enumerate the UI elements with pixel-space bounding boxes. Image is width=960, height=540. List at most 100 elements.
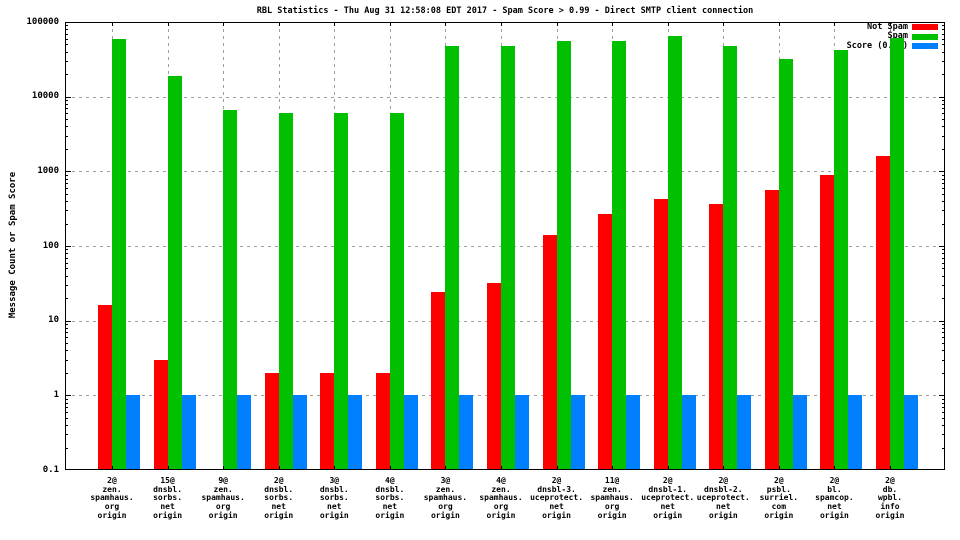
y-minor-tick-right	[942, 201, 945, 203]
x-tick-top	[612, 22, 614, 26]
y-minor-tick-left	[65, 434, 68, 436]
y-minor-tick-right	[942, 193, 945, 195]
x-tick-label: 3@ zen. spamhaus. org origin	[423, 476, 468, 520]
bar-spam	[389, 112, 404, 470]
y-minor-tick-left	[65, 337, 68, 339]
bar-not-spam	[264, 372, 279, 470]
x-tick-bottom	[612, 466, 614, 470]
y-major-tick-left	[65, 320, 71, 322]
y-minor-tick-right	[942, 25, 945, 27]
x-tick-bottom	[834, 466, 836, 470]
x-tick-bottom	[723, 466, 725, 470]
bar-score-0-1-	[792, 395, 807, 470]
y-minor-tick-right	[942, 223, 945, 225]
bar-not-spam	[320, 372, 335, 470]
x-tick-label: 2@ dnsbl-2. uceprotect. net origin	[696, 476, 750, 520]
y-minor-tick-right	[942, 447, 945, 449]
y-minor-tick-right	[942, 187, 945, 189]
x-tick-bottom	[890, 466, 891, 470]
x-tick-label: 3@ dnsbl. sorbs. net origin	[319, 476, 349, 520]
bar-score-0-1-	[292, 395, 307, 470]
x-tick-label: 11@ zen. spamhaus. org origin	[590, 476, 634, 520]
y-minor-tick-right	[942, 262, 945, 264]
bar-score-0-1-	[626, 395, 641, 470]
x-tick-bottom	[667, 466, 669, 470]
y-minor-tick-left	[65, 148, 68, 150]
bar-score-0-1-	[570, 395, 585, 470]
y-minor-tick-left	[65, 268, 68, 270]
y-minor-tick-left	[65, 343, 68, 345]
bar-spam	[278, 113, 293, 470]
y-minor-tick-left	[65, 402, 68, 404]
legend-label: Not Spam	[867, 21, 908, 32]
y-minor-tick-right	[942, 275, 945, 277]
x-tick-bottom	[223, 466, 225, 470]
bar-score-0-1-	[181, 395, 196, 470]
y-minor-tick-right	[942, 38, 945, 40]
y-minor-tick-left	[65, 174, 68, 176]
bar-score-0-1-	[459, 395, 474, 470]
bar-spam	[556, 41, 571, 470]
bar-score-0-1-	[737, 395, 752, 470]
y-minor-tick-right	[942, 327, 945, 329]
y-minor-tick-left	[65, 135, 68, 137]
x-tick-top	[501, 22, 502, 26]
y-minor-tick-left	[65, 108, 68, 110]
y-minor-tick-right	[942, 343, 945, 345]
y-minor-tick-left	[65, 298, 68, 300]
bar-score-0-1-	[515, 395, 529, 470]
y-tick-label: 100	[42, 240, 59, 251]
y-minor-tick-left	[65, 324, 68, 326]
y-minor-tick-left	[65, 223, 68, 225]
bar-spam	[112, 38, 126, 470]
y-minor-tick-left	[65, 201, 68, 203]
x-tick-bottom	[112, 466, 113, 470]
bar-score-0-1-	[237, 395, 252, 470]
bar-not-spam	[764, 189, 779, 470]
y-minor-tick-left	[65, 187, 68, 189]
y-minor-tick-right	[942, 51, 945, 53]
bar-score-0-1-	[681, 395, 696, 470]
x-tick-top	[890, 22, 891, 26]
bar-spam	[723, 45, 738, 470]
y-minor-tick-left	[65, 398, 68, 400]
y-tick-label: 10	[48, 315, 59, 326]
bar-spam	[890, 37, 904, 470]
bar-not-spam	[431, 292, 446, 470]
y-minor-tick-right	[942, 108, 945, 110]
x-tick-label: 2@ db. wpbl. info origin	[875, 476, 905, 520]
legend-swatch	[912, 24, 938, 30]
x-tick-label: 2@ dnsbl. sorbs. net origin	[264, 476, 294, 520]
y-minor-tick-left	[65, 182, 68, 184]
bar-score-0-1-	[126, 395, 140, 470]
x-tick-top	[334, 22, 336, 26]
y-minor-tick-left	[65, 447, 68, 449]
y-major-tick-right	[939, 96, 945, 98]
y-minor-tick-left	[65, 425, 68, 427]
y-minor-tick-left	[65, 74, 68, 76]
y-minor-tick-right	[942, 411, 945, 413]
y-minor-tick-left	[65, 44, 68, 46]
y-major-tick-right	[939, 171, 945, 173]
bar-not-spam	[876, 156, 890, 470]
y-minor-tick-right	[942, 249, 945, 251]
plot-area: Not Spam Spam Score (0..1)	[65, 22, 945, 470]
x-tick-top	[445, 22, 447, 26]
x-tick-label: 4@ dnsbl. sorbs. net origin	[375, 476, 405, 520]
y-minor-tick-right	[942, 434, 945, 436]
y-minor-tick-right	[942, 285, 945, 287]
y-minor-tick-left	[65, 372, 68, 374]
bar-not-spam	[98, 305, 112, 470]
x-tick-label: 2@ zen. spamhaus. org origin	[90, 476, 134, 520]
y-minor-tick-left	[65, 332, 68, 334]
bar-spam	[834, 50, 849, 470]
x-tick-label: 4@ zen. spamhaus. org origin	[479, 476, 523, 520]
y-tick-label: 1000	[37, 165, 59, 176]
x-tick-label: 15@ dnsbl. sorbs. net origin	[153, 476, 183, 520]
y-minor-tick-right	[942, 119, 945, 121]
y-major-tick-right	[939, 395, 945, 397]
y-minor-tick-left	[65, 61, 68, 63]
y-minor-tick-right	[942, 61, 945, 63]
y-minor-tick-right	[942, 398, 945, 400]
